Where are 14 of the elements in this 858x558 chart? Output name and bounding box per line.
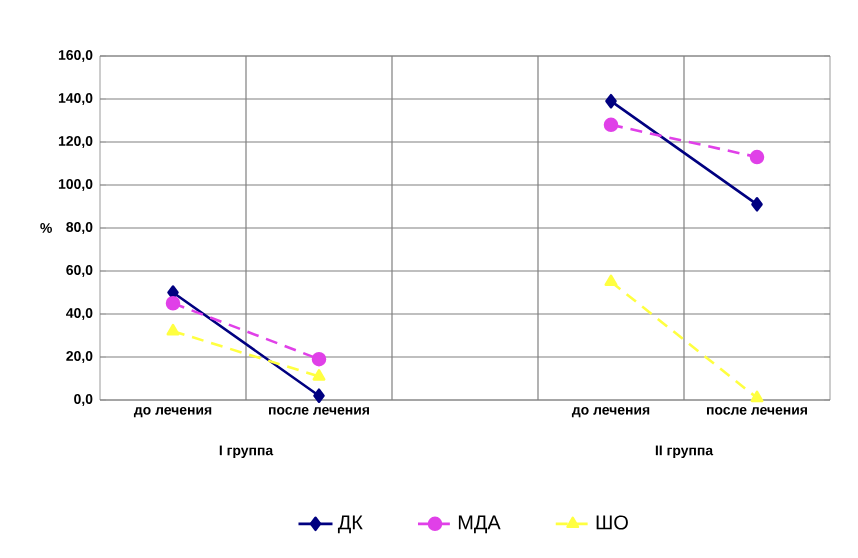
legend-label: ДК: [337, 515, 363, 534]
point: [165, 295, 181, 311]
point: [751, 197, 763, 212]
point: [605, 93, 617, 109]
point: [603, 117, 619, 133]
legend-label: ШО: [596, 515, 628, 530]
point: [750, 390, 764, 403]
point: [312, 369, 326, 381]
point: [313, 388, 325, 403]
legend-label: МДА: [458, 515, 501, 534]
point: [604, 274, 618, 287]
point: [311, 351, 327, 367]
point: [166, 323, 180, 336]
point: [749, 149, 765, 165]
